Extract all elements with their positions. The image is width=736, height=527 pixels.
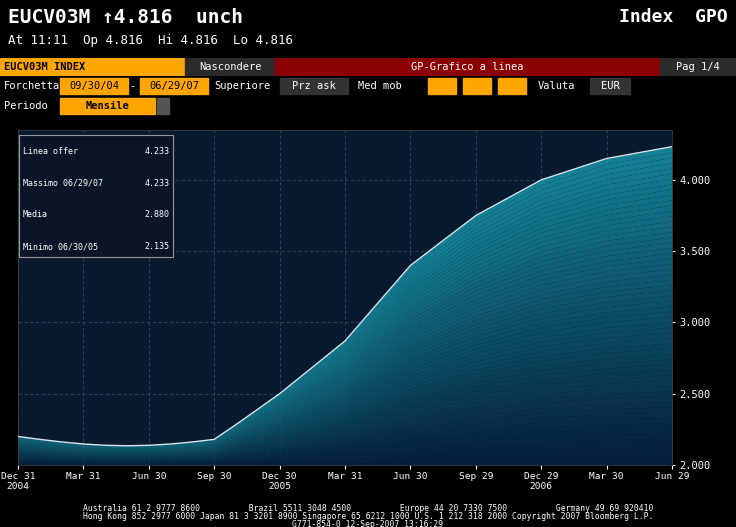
Bar [185, 58, 275, 76]
Text: Pag 1/4: Pag 1/4 [676, 62, 720, 72]
Text: Linea offer: Linea offer [23, 147, 77, 156]
Text: Index  GPO: Index GPO [619, 8, 728, 26]
Text: Prz ask: Prz ask [292, 81, 336, 91]
Bar [280, 78, 348, 94]
Bar [463, 78, 491, 94]
Bar [660, 58, 736, 76]
Text: Minimo 06/30/05: Minimo 06/30/05 [23, 242, 98, 251]
Text: 4.233: 4.233 [145, 179, 170, 188]
Bar [428, 78, 456, 94]
Text: At 11:11  Op 4.816  Hi 4.816  Lo 4.816: At 11:11 Op 4.816 Hi 4.816 Lo 4.816 [8, 34, 293, 47]
Text: EUCV03M ↑4.816  unch: EUCV03M ↑4.816 unch [8, 8, 243, 27]
Text: Superiore: Superiore [214, 81, 270, 91]
Text: Med mob: Med mob [358, 81, 402, 91]
Bar [60, 98, 155, 114]
Text: 09/30/04: 09/30/04 [69, 81, 119, 91]
Text: Hong Kong 852 2977 6000 Japan 81 3 3201 8900 Singapore 65 6212 1000 U.S. 1 212 3: Hong Kong 852 2977 6000 Japan 81 3 3201 … [83, 512, 653, 521]
Text: GP-Grafico a linea: GP-Grafico a linea [411, 62, 523, 72]
Text: Forchetta: Forchetta [4, 81, 60, 91]
Bar [275, 58, 660, 76]
Bar [590, 78, 630, 94]
Text: 4.233: 4.233 [145, 147, 170, 156]
Text: Nascondere: Nascondere [199, 62, 261, 72]
Text: Valuta: Valuta [538, 81, 576, 91]
Text: EUCV03M INDEX: EUCV03M INDEX [4, 62, 85, 72]
Text: -: - [130, 81, 134, 91]
FancyBboxPatch shape [19, 135, 173, 257]
Bar [140, 78, 208, 94]
Text: G771-854-0 12-Sep-2007 13:16:29: G771-854-0 12-Sep-2007 13:16:29 [292, 520, 444, 527]
Bar [498, 78, 526, 94]
Bar [0, 58, 185, 76]
Text: 2.135: 2.135 [145, 242, 170, 251]
Text: 06/29/07: 06/29/07 [149, 81, 199, 91]
Text: Australia 61 2 9777 8600          Brazil 5511 3048 4500          Europe 44 20 73: Australia 61 2 9777 8600 Brazil 5511 304… [83, 504, 653, 513]
Text: Periodo: Periodo [4, 101, 48, 111]
Bar [157, 98, 169, 114]
Text: Mensile: Mensile [85, 101, 129, 111]
Text: 2.880: 2.880 [145, 210, 170, 219]
Bar [60, 78, 128, 94]
Text: Media: Media [23, 210, 48, 219]
Text: Massimo 06/29/07: Massimo 06/29/07 [23, 179, 102, 188]
Text: EUR: EUR [601, 81, 620, 91]
